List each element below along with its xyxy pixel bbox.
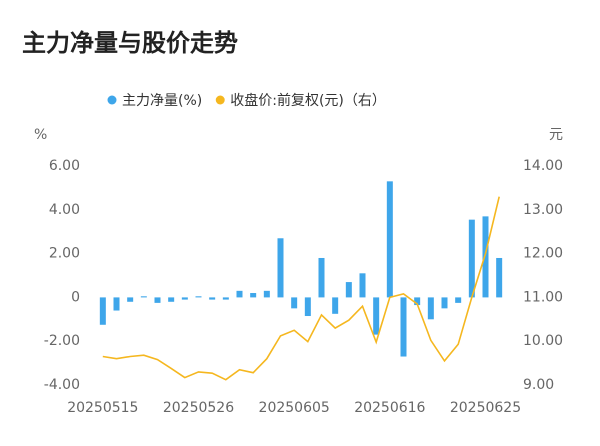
x-tick-label: 20250625 — [450, 400, 521, 416]
y-tick-label: -4.00 — [44, 377, 80, 393]
x-tick-label: 20250616 — [354, 400, 425, 416]
bar — [127, 297, 134, 302]
y-tick-label: -2.00 — [44, 333, 80, 349]
y-tick-label: 4.00 — [49, 202, 80, 218]
bar — [277, 238, 284, 298]
y2-tick-label: 14.00 — [523, 158, 563, 174]
y-axis-label: % — [34, 127, 47, 143]
legend-marker — [215, 95, 225, 105]
y-tick-label: 2.00 — [49, 246, 80, 262]
bar — [195, 296, 202, 298]
bar — [414, 297, 421, 306]
bar — [345, 282, 352, 298]
y2-tick-label: 11.00 — [523, 289, 563, 305]
bar — [291, 297, 298, 309]
bar — [359, 273, 366, 298]
x-tick-label: 20250605 — [259, 400, 330, 416]
y2-tick-label: 13.00 — [523, 202, 563, 218]
bar — [250, 293, 257, 298]
bar — [113, 297, 120, 311]
bar — [496, 257, 503, 298]
bar — [222, 297, 229, 300]
bar — [482, 216, 489, 298]
bar — [427, 297, 434, 320]
bar — [304, 297, 311, 317]
bar — [332, 297, 339, 314]
bar — [140, 296, 147, 298]
bar — [468, 219, 475, 298]
bar — [373, 297, 380, 335]
bar — [318, 257, 325, 298]
price-line — [102, 196, 500, 381]
bar — [400, 297, 407, 357]
bar — [441, 297, 448, 309]
y-tick-label: 0 — [71, 289, 80, 305]
bar — [455, 297, 462, 303]
y-tick-label: 6.00 — [49, 158, 80, 174]
legend-marker — [107, 95, 117, 105]
legend-label: 主力净量(%) — [122, 93, 202, 109]
x-tick-label: 20250515 — [67, 400, 138, 416]
bar — [154, 297, 161, 303]
bar — [386, 181, 393, 298]
chart-title: 主力净量与股价走势 — [22, 29, 238, 57]
x-tick-label: 20250526 — [163, 400, 234, 416]
legend-label: 收盘价:前复权(元)（右） — [230, 92, 386, 109]
bar — [181, 297, 188, 300]
y2-tick-label: 12.00 — [523, 246, 563, 262]
bar — [209, 297, 216, 300]
y2-axis-label: 元 — [549, 127, 563, 143]
y2-tick-label: 10.00 — [523, 333, 563, 349]
y2-tick-label: 9.00 — [523, 377, 554, 393]
bar — [263, 290, 270, 298]
bar — [168, 297, 175, 302]
bar — [99, 297, 106, 325]
bar — [236, 290, 243, 298]
